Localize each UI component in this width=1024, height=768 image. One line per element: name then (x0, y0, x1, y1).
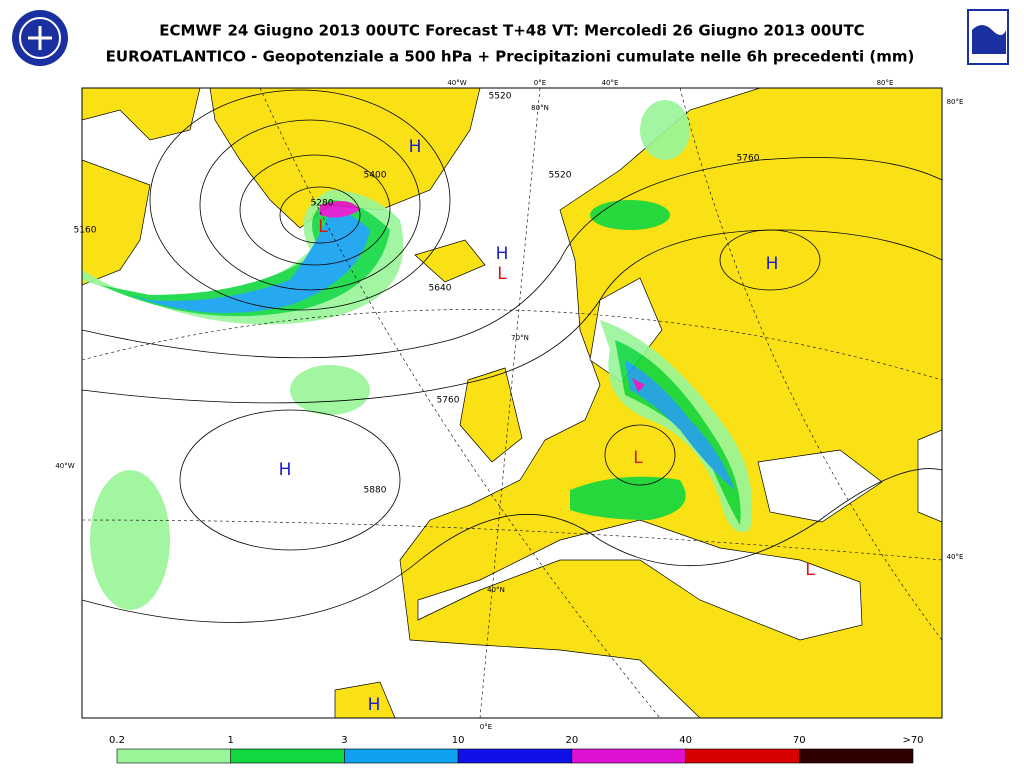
pressure-center: H (368, 695, 381, 715)
contour-label: 5400 (364, 171, 387, 181)
legend-label: >70 (902, 735, 923, 746)
legend-label: 20 (565, 735, 578, 746)
pressure-center: L (497, 264, 507, 284)
graticule (82, 88, 942, 718)
map-frame (81, 87, 943, 719)
pressure-center: H (409, 137, 422, 157)
contour-label: 5160 (74, 226, 97, 236)
subtitle: EUROATLANTICO - Geopotenziale a 500 hPa … (106, 48, 915, 66)
legend-label: 3 (341, 735, 347, 746)
legend-label: 70 (793, 735, 806, 746)
contour-label: 5520 (489, 92, 512, 102)
contours (82, 89, 942, 623)
graticule-label: 40°N (487, 586, 505, 594)
pressure-center: H (766, 254, 779, 274)
legend-swatch (798, 748, 914, 764)
graticule-label: 40°E (947, 553, 964, 561)
pressure-center: L (805, 560, 815, 580)
graticule-label: 40°W (447, 79, 466, 87)
legend-label: 1 (228, 735, 234, 746)
contour-label: 5280 (311, 199, 334, 209)
contour-label: 5760 (737, 154, 760, 164)
logo-left (12, 10, 68, 66)
seas (417, 277, 942, 641)
graticule-label: 40°W (55, 462, 74, 470)
legend-swatch (571, 748, 686, 764)
pressure-center: H (279, 460, 292, 480)
legend-swatch (344, 748, 459, 764)
legend-label: 40 (679, 735, 692, 746)
contour-label: 5640 (429, 284, 452, 294)
contour-label: 5880 (364, 486, 387, 496)
contour-label: 5520 (549, 171, 572, 181)
legend-label: 10 (452, 735, 465, 746)
legend-swatch (230, 748, 345, 764)
graticule-label: 80°E (877, 79, 894, 87)
title: ECMWF 24 Giugno 2013 00UTC Forecast T+48… (159, 22, 864, 40)
legend-swatch (457, 748, 573, 764)
map (82, 88, 942, 718)
contour-label: 5760 (437, 396, 460, 406)
precipitation (82, 100, 752, 610)
graticule-label: 0°E (480, 723, 492, 731)
logo-right (967, 9, 1009, 65)
legend-swatch (116, 748, 232, 764)
pressure-center: L (318, 217, 328, 237)
pressure-center: H (496, 244, 509, 264)
pressure-center: L (633, 448, 643, 468)
legend-swatch (685, 748, 800, 764)
graticule-label: 0°E (534, 79, 546, 87)
graticule-label: 80°N (531, 104, 549, 112)
graticule-label: 80°E (947, 98, 964, 106)
graticule-label: 70°N (511, 334, 529, 342)
graticule-label: 40°E (602, 79, 619, 87)
legend-label: 0.2 (109, 735, 125, 746)
